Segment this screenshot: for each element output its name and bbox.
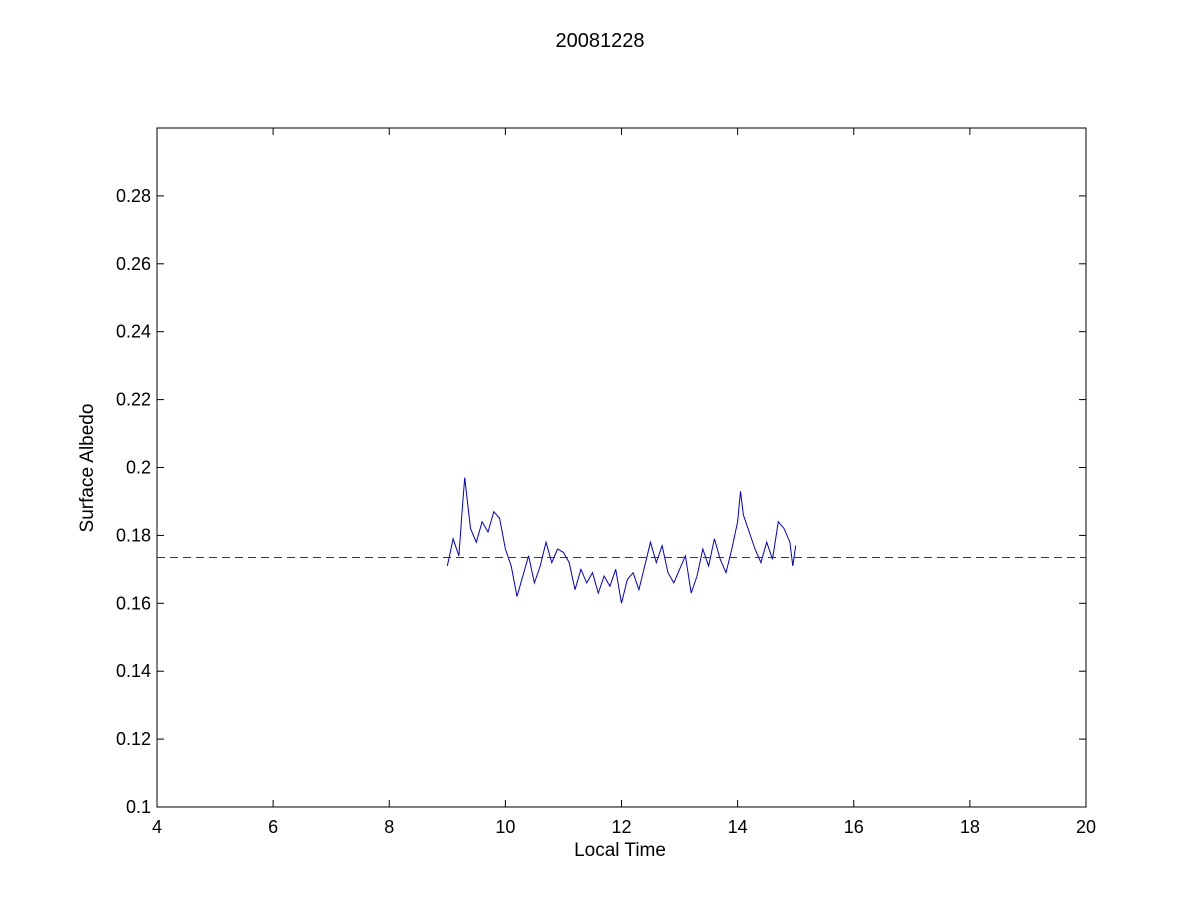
x-tick-label: 18 [960,817,980,837]
y-tick-label: 0.22 [116,390,151,410]
albedo-series-line [446,477,797,604]
y-tick-label: 0.1 [126,797,151,817]
y-tick-label: 0.26 [116,254,151,274]
chart-title: 20081228 [555,30,645,52]
y-tick-label: 0.14 [116,661,151,681]
x-tick-label: 16 [844,817,864,837]
y-tick-label: 0.2 [126,458,151,478]
y-tick-label: 0.24 [116,322,151,342]
x-tick-label: 10 [495,817,515,837]
axes-box [156,127,1087,808]
x-tick-label: 8 [384,817,394,837]
x-tick-label: 6 [268,817,278,837]
x-tick-label: 4 [152,817,162,837]
y-tick-label: 0.28 [116,186,151,206]
x-tick-label: 20 [1076,817,1096,837]
y-tick-label: 0.12 [116,729,151,749]
y-tick-label: 0.16 [116,593,151,613]
x-axis-label: Local Time [574,840,666,861]
y-axis-label: Surface Albedo [77,403,98,533]
y-tick-label: 0.18 [116,525,151,545]
x-tick-label: 14 [728,817,748,837]
x-tick-label: 12 [611,817,631,837]
